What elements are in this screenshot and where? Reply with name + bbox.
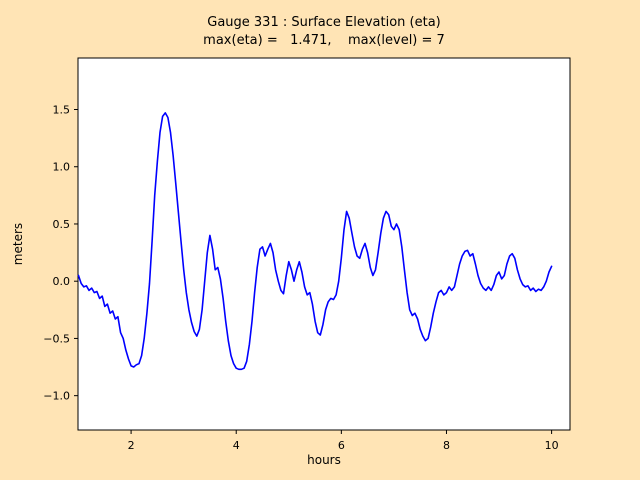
y-tick-label: 0.5: [53, 218, 71, 231]
eta-line-series: [77, 112, 553, 371]
x-tick-label: 10: [545, 439, 559, 452]
x-tick-label: 6: [338, 439, 345, 452]
plot-subtitle: max(eta) = 1.471, max(level) = 7: [203, 33, 445, 48]
y-axis-label: meters: [11, 223, 25, 265]
x-axis-label: hours: [307, 453, 341, 467]
plot-title: Gauge 331 : Surface Elevation (eta): [207, 15, 441, 30]
x-tick-label: 4: [233, 439, 240, 452]
x-tick-label: 8: [443, 439, 450, 452]
y-tick-label: 0.0: [53, 275, 71, 288]
y-tick-label: 1.5: [53, 104, 71, 117]
plot-area: [77, 57, 571, 431]
x-tick-label: 2: [128, 439, 135, 452]
y-tick-label: 1.0: [53, 161, 71, 174]
y-tick-label: −0.5: [43, 332, 70, 345]
y-tick-label: −1.0: [43, 390, 70, 403]
axis-ticks: 2 4 6 8 10 −1.0 −0.5 0.0 0.5 1.0 1.5: [43, 104, 558, 452]
